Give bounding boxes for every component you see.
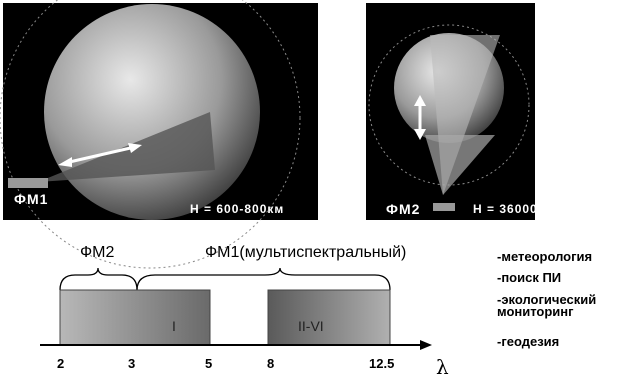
altitude-label: H = 600-800км	[190, 202, 284, 216]
application-item: -экологический мониторинг	[497, 294, 617, 318]
satellite-label: ФМ1	[14, 191, 48, 207]
application-item: -геодезия	[497, 336, 630, 348]
region-label: II-VI	[298, 318, 324, 334]
region-label: I	[172, 318, 176, 334]
axis-label: 3	[128, 356, 135, 371]
earth	[44, 4, 260, 220]
brace	[60, 268, 137, 290]
axis-label: 5	[205, 356, 212, 371]
satellite	[8, 178, 48, 188]
altitude-label: H = 36000км	[473, 202, 555, 216]
band-region	[60, 290, 210, 345]
brace	[137, 268, 390, 290]
axis-label: 8	[267, 356, 274, 371]
satellite	[433, 203, 455, 211]
application-item: -поиск ПИ	[497, 272, 630, 284]
satellite-label: ФМ2	[386, 201, 420, 217]
bracket-label: ФМ1(мультиспектральный)	[205, 244, 406, 262]
axis-label: 12.5	[369, 356, 394, 371]
page: {"images": [{"satellite": "ФМ1", "altitu…	[0, 0, 630, 381]
bracket-label: ФМ2	[80, 244, 114, 262]
axis-symbol: λ	[436, 355, 449, 379]
band-region	[268, 290, 390, 345]
axis-arrow	[420, 340, 432, 350]
axis-label: 2	[57, 356, 64, 371]
application-item: -метеорология	[497, 251, 630, 263]
